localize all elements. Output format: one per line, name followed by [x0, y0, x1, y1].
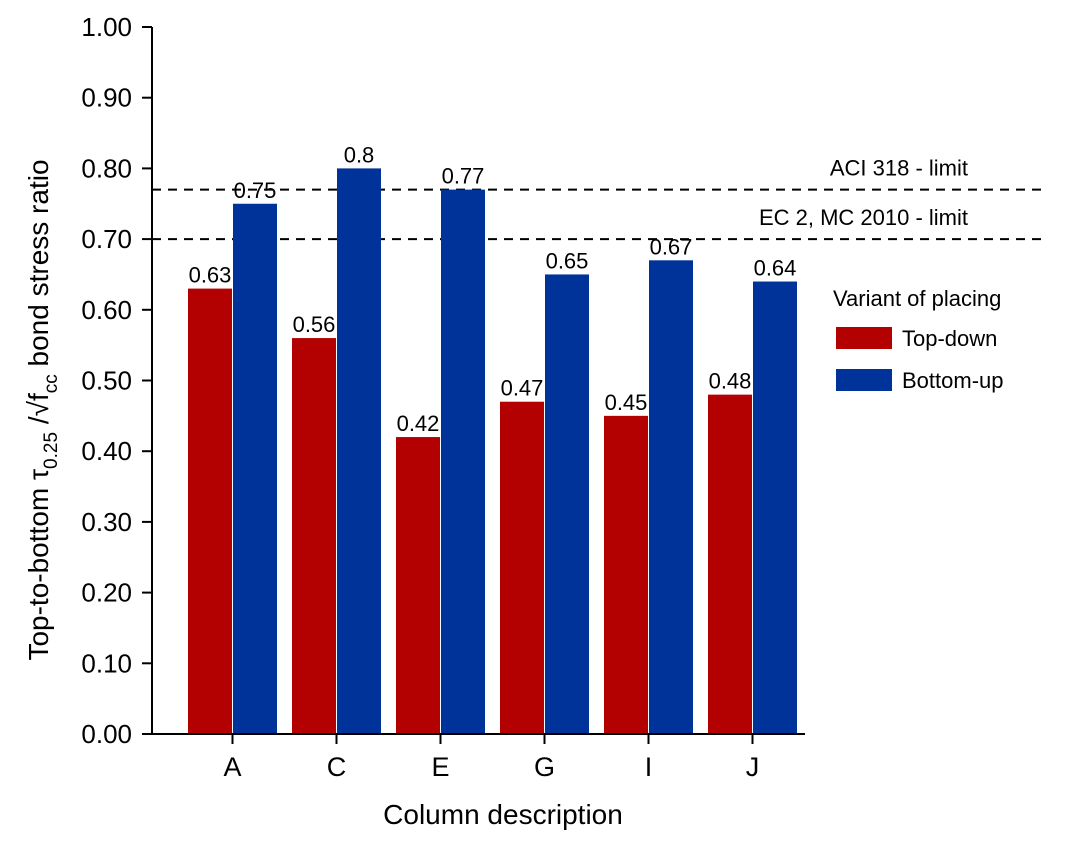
- bar-top-down-j: [708, 394, 752, 734]
- bar-top-down-i: [604, 415, 648, 734]
- bar-bottom-up-a: [233, 203, 277, 734]
- reference-line-label-1: EC 2, MC 2010 - limit: [759, 205, 968, 230]
- x-tick-label-c: C: [327, 752, 347, 782]
- bars-layer: [188, 168, 797, 735]
- legend-label-bottom-up: Bottom-up: [902, 368, 1004, 393]
- bar-label-bottom-up-j: 0.64: [754, 256, 797, 281]
- y-tick-label-6: 0.60: [81, 295, 132, 325]
- bar-top-down-c: [292, 338, 336, 734]
- y-axis-title: Top-to-bottom τ0.25 /√fcc bond stress ra…: [23, 159, 62, 660]
- y-tick-label-10: 1.00: [81, 12, 132, 42]
- legend-label-top-down: Top-down: [902, 326, 997, 351]
- reference-line-label-0: ACI 318 - limit: [830, 156, 968, 181]
- axes-layer: [142, 26, 805, 744]
- bar-label-top-down-j: 0.48: [709, 369, 752, 394]
- bar-label-top-down-a: 0.63: [189, 263, 232, 288]
- bar-bottom-up-e: [441, 189, 485, 735]
- bar-label-top-down-i: 0.45: [605, 390, 648, 415]
- legend-title: Variant of placing: [833, 286, 1001, 311]
- x-tick-label-a: A: [223, 752, 241, 782]
- y-tick-label-3: 0.30: [81, 507, 132, 537]
- y-tick-label-5: 0.50: [81, 366, 132, 396]
- bar-label-top-down-c: 0.56: [293, 312, 336, 337]
- bar-label-bottom-up-g: 0.65: [546, 248, 589, 273]
- bar-bottom-up-g: [545, 274, 589, 734]
- bar-label-bottom-up-a: 0.75: [234, 178, 277, 203]
- bar-top-down-a: [188, 288, 232, 734]
- reference-lines-layer: [152, 188, 1048, 241]
- bar-bottom-up-i: [649, 260, 693, 734]
- y-tick-label-0: 0.00: [81, 719, 132, 749]
- x-axis-title: Column description: [383, 799, 623, 830]
- bar-top-down-g: [500, 401, 544, 734]
- x-tick-label-g: G: [534, 752, 555, 782]
- x-tick-label-j: J: [746, 752, 760, 782]
- bar-label-bottom-up-e: 0.77: [442, 164, 485, 189]
- legend-swatch-bottom-up: [836, 369, 892, 391]
- x-tick-label-i: I: [645, 752, 653, 782]
- bar-bottom-up-j: [753, 281, 797, 734]
- y-tick-label-8: 0.80: [81, 153, 132, 183]
- bar-label-bottom-up-c: 0.8: [344, 142, 375, 167]
- y-tick-label-2: 0.20: [81, 578, 132, 608]
- y-tick-label-4: 0.40: [81, 436, 132, 466]
- bar-label-top-down-e: 0.42: [397, 411, 440, 436]
- bar-label-bottom-up-i: 0.67: [650, 234, 693, 259]
- x-tick-label-e: E: [431, 752, 449, 782]
- y-tick-label-1: 0.10: [81, 648, 132, 678]
- y-tick-label-7: 0.70: [81, 224, 132, 254]
- y-tick-label-9: 0.90: [81, 83, 132, 113]
- labels-layer: 0.63 0.75 A 0.56 0.8 C 0.42 0.77 E 0.47 0.65 G 0.45 0…: [81, 12, 968, 782]
- bar-bottom-up-c: [337, 168, 381, 734]
- legend: Variant of placing Top-down Bottom-up: [833, 286, 1004, 393]
- bar-top-down-e: [396, 437, 440, 734]
- bar-label-top-down-g: 0.47: [501, 376, 544, 401]
- legend-swatch-top-down: [836, 327, 892, 349]
